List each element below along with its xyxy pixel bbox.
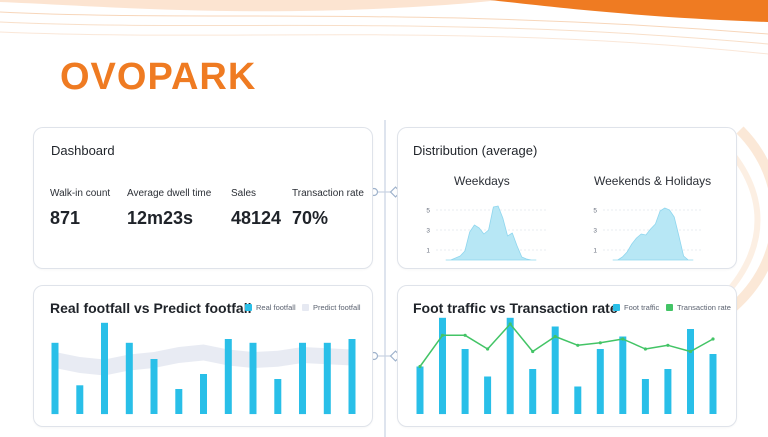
legend-label-real: Real footfall <box>256 303 296 312</box>
real-footfall-bar <box>348 339 356 414</box>
traffic-title: Foot traffic vs Transaction rate <box>413 300 618 316</box>
legend-swatch-real <box>245 304 252 311</box>
foot-traffic-bar <box>484 376 492 414</box>
transaction-rate-point <box>553 334 557 339</box>
foot-traffic-bar <box>664 369 672 414</box>
weekdays-title: Weekdays <box>454 174 510 188</box>
legend-foot-traffic: Foot traffic <box>613 303 659 312</box>
real-footfall-bar <box>175 389 183 414</box>
header-stripes <box>0 0 768 55</box>
transaction-rate-point <box>621 337 625 341</box>
y-tick-label: 5 <box>593 208 597 215</box>
real-footfall-bar <box>51 342 59 415</box>
kpi-label-sales: Sales <box>231 188 257 199</box>
kpi-value-sales: 48124 <box>231 208 282 228</box>
foot-traffic-bar <box>619 336 627 414</box>
foot-traffic-bar <box>506 317 514 415</box>
distribution-card: Distribution (average) Weekdays Weekends… <box>397 127 737 269</box>
legend-transaction-rate: Transaction rate <box>666 303 731 312</box>
traffic-card: Foot traffic vs Transaction rate Foot tr… <box>397 285 737 427</box>
dashboard-title: Dashboard <box>51 143 115 158</box>
y-tick-label: 1 <box>593 248 597 255</box>
legend-label-predict: Predict footfall <box>313 303 361 312</box>
real-footfall-bar <box>224 339 232 414</box>
y-tick-label: 5 <box>426 208 430 215</box>
real-footfall-bar <box>101 322 108 415</box>
legend-swatch-traffic <box>613 304 620 311</box>
y-tick-label: 3 <box>426 228 430 235</box>
predict-footfall-band <box>55 344 352 376</box>
foot-traffic-bar <box>529 369 537 414</box>
kpi-label-dwell-time: Average dwell time <box>127 188 212 199</box>
legend-swatch-rate <box>666 304 673 311</box>
kpi-label-transaction-rate: Transaction rate <box>292 188 364 199</box>
ovopark-logo: OVOPARK <box>60 56 257 98</box>
transaction-rate-point <box>688 349 693 354</box>
real-footfall-bar <box>249 342 257 415</box>
kpi-label-walk-in: Walk-in count <box>50 188 111 199</box>
foot-traffic-bar <box>641 379 649 414</box>
y-tick-label: 1 <box>426 248 430 255</box>
real-footfall-bar <box>125 342 133 415</box>
legend-swatch-predict <box>302 304 309 311</box>
foot-traffic-bar <box>439 317 446 415</box>
real-footfall-bar <box>323 342 331 415</box>
transaction-rate-point <box>418 364 422 369</box>
real-footfall-bar <box>76 385 84 414</box>
legend-label-rate: Transaction rate <box>677 303 731 312</box>
kpi-value-walk-in: 871 <box>50 208 81 228</box>
transaction-rate-point <box>440 333 445 337</box>
transaction-rate-line <box>419 323 714 367</box>
kpi-value-transaction-rate: 70% <box>292 208 329 228</box>
foot-traffic-bar <box>416 366 424 414</box>
legend-real-footfall: Real footfall <box>245 303 296 312</box>
foot-traffic-bar <box>461 349 469 414</box>
transaction-rate-point <box>576 343 580 347</box>
transaction-rate-point <box>508 322 512 326</box>
transaction-rate-point <box>463 333 467 337</box>
real-footfall-bar <box>150 359 158 414</box>
real-footfall-bar <box>274 379 282 414</box>
dashboard-card: Dashboard Walk-in count Average dwell ti… <box>33 127 373 269</box>
transaction-rate-point <box>598 341 602 345</box>
transaction-rate-point <box>531 349 535 354</box>
y-tick-label: 3 <box>593 228 597 235</box>
weekdays-area <box>445 205 537 261</box>
legend-label-traffic: Foot traffic <box>624 303 660 312</box>
transaction-rate-point <box>643 347 647 351</box>
foot-traffic-bar <box>551 326 559 414</box>
kpi-value-dwell-time: 12m23s <box>127 208 194 228</box>
foot-traffic-bar <box>596 349 604 414</box>
footfall-title: Real footfall vs Predict footfall <box>50 300 252 316</box>
foot-traffic-bar <box>709 354 717 414</box>
weekends-title: Weekends & Holidays <box>594 174 712 188</box>
footfall-chart <box>51 322 356 415</box>
footfall-card: Real footfall vs Predict footfall Real f… <box>33 285 373 427</box>
transaction-rate-point <box>486 347 490 351</box>
weekends-area <box>612 207 694 261</box>
real-footfall-bar <box>299 342 306 415</box>
distribution-title: Distribution (average) <box>413 143 538 158</box>
foot-traffic-bar <box>574 386 582 414</box>
transaction-rate-point <box>711 337 715 341</box>
distribution-charts: 5 3 1 5 3 1 <box>426 205 703 261</box>
traffic-chart <box>416 317 717 415</box>
legend-predict-footfall: Predict footfall <box>302 303 361 312</box>
transaction-rate-point <box>666 343 670 347</box>
foot-traffic-bar <box>687 329 694 414</box>
real-footfall-bar <box>200 374 207 414</box>
